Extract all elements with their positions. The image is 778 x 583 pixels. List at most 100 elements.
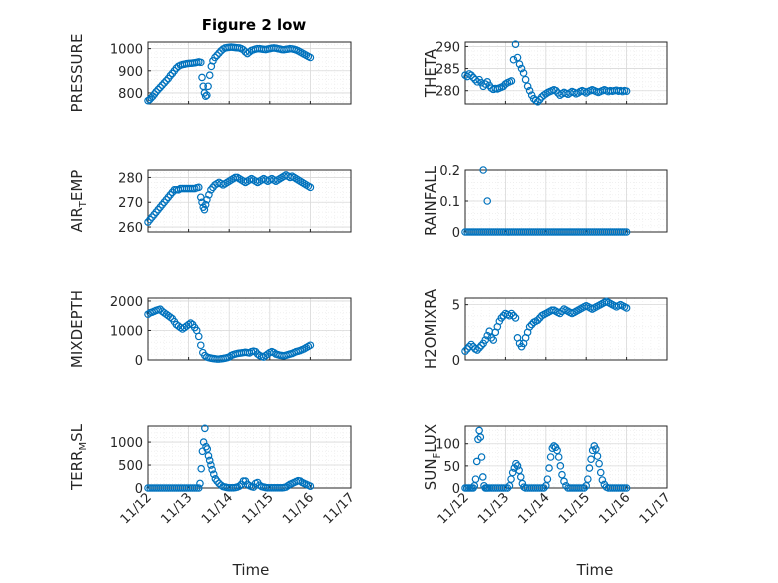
y-tick-label: 2000 — [110, 295, 143, 310]
data-point — [513, 53, 522, 62]
data-point — [284, 481, 292, 490]
data-point — [186, 319, 195, 327]
y-tick-label: 5 — [452, 299, 460, 314]
data-point — [587, 455, 595, 464]
data-point — [205, 71, 214, 80]
data-point — [507, 475, 515, 483]
y-tick-label: 900 — [118, 65, 143, 80]
data-point — [209, 470, 218, 479]
data-point — [215, 49, 223, 57]
subplot-mixdepth: 0 1000 2000 MIXDEPTH — [68, 290, 352, 369]
data-point — [150, 90, 159, 98]
data-point — [556, 309, 564, 318]
data-point — [622, 228, 631, 236]
data-point — [560, 477, 568, 486]
data-point — [556, 462, 565, 470]
y-tick-label: 280 — [118, 171, 143, 186]
data-point — [595, 459, 603, 468]
data-point — [552, 86, 560, 95]
axes-frame — [147, 41, 352, 105]
data-point — [472, 457, 481, 466]
data-point — [477, 453, 486, 461]
data-point — [507, 77, 516, 85]
subplot-pressure: 800 900 1000 PRESSURE — [68, 34, 352, 112]
data-point — [474, 435, 482, 444]
data-point — [200, 205, 209, 214]
y-tick-label: 100 — [435, 438, 460, 453]
data-point — [296, 477, 305, 485]
data-point — [471, 475, 480, 483]
data-point — [207, 461, 215, 469]
figure-title: Figure 2 low — [202, 16, 307, 34]
axes-frame — [464, 41, 668, 105]
y-axis-label: H2OMIXRA — [422, 288, 440, 369]
data-point — [213, 477, 221, 485]
x-axis-label-left: Time — [232, 561, 270, 579]
data-point — [198, 73, 206, 82]
data-point — [205, 456, 214, 465]
data-point — [211, 53, 219, 62]
y-tick-label: 0.2 — [439, 164, 460, 179]
y-tick-label: 0 — [452, 354, 460, 369]
data-point — [201, 351, 209, 360]
data-point — [545, 464, 553, 472]
y-tick-label: 0 — [452, 482, 460, 497]
data-point — [201, 92, 210, 101]
data-point — [507, 309, 516, 318]
data-point — [196, 479, 204, 488]
axes-frame — [147, 169, 352, 233]
axes-frame — [464, 297, 668, 361]
data-point — [166, 313, 175, 321]
data-point — [546, 453, 555, 461]
y-tick-label: 500 — [118, 459, 143, 474]
data-point — [197, 464, 205, 473]
data-point — [203, 195, 211, 204]
data-point — [473, 78, 481, 86]
data-point — [475, 426, 483, 435]
data-point — [512, 459, 520, 468]
data-point — [194, 332, 203, 341]
data-point — [152, 88, 160, 96]
data-point — [476, 433, 485, 441]
data-point — [481, 80, 490, 88]
data-point — [208, 465, 216, 474]
x-tick-label: 11/13 — [475, 490, 512, 527]
data-point — [200, 89, 209, 97]
data-point — [306, 53, 315, 62]
data-point — [184, 320, 193, 329]
data-point — [467, 340, 475, 349]
data-point — [503, 484, 512, 492]
data-point — [467, 71, 475, 80]
data-point — [519, 69, 528, 77]
data-point — [162, 76, 171, 85]
data-point — [196, 341, 205, 350]
data-point — [593, 452, 602, 460]
y-axis-label: MIXDEPTH — [68, 290, 86, 368]
data-point — [525, 322, 534, 331]
data-point — [201, 200, 210, 209]
data-point — [475, 344, 483, 352]
data-point — [515, 60, 524, 68]
data-point — [203, 445, 212, 453]
y-tick-label: 270 — [118, 196, 143, 211]
y-tick-label: 0 — [452, 226, 460, 241]
data-point — [203, 91, 211, 99]
data-point — [483, 331, 492, 340]
data-point — [194, 183, 203, 192]
data-point — [205, 191, 213, 199]
data-point — [505, 481, 514, 490]
data-point — [596, 468, 605, 477]
data-point — [156, 83, 164, 92]
data-point — [158, 81, 167, 89]
data-point — [201, 424, 209, 433]
data-point — [533, 97, 542, 106]
data-point — [477, 341, 485, 350]
y-tick-label: 260 — [118, 221, 143, 236]
y-tick-label: 1000 — [110, 43, 143, 58]
data-point — [582, 89, 591, 97]
y-tick-label: 290 — [435, 40, 460, 55]
